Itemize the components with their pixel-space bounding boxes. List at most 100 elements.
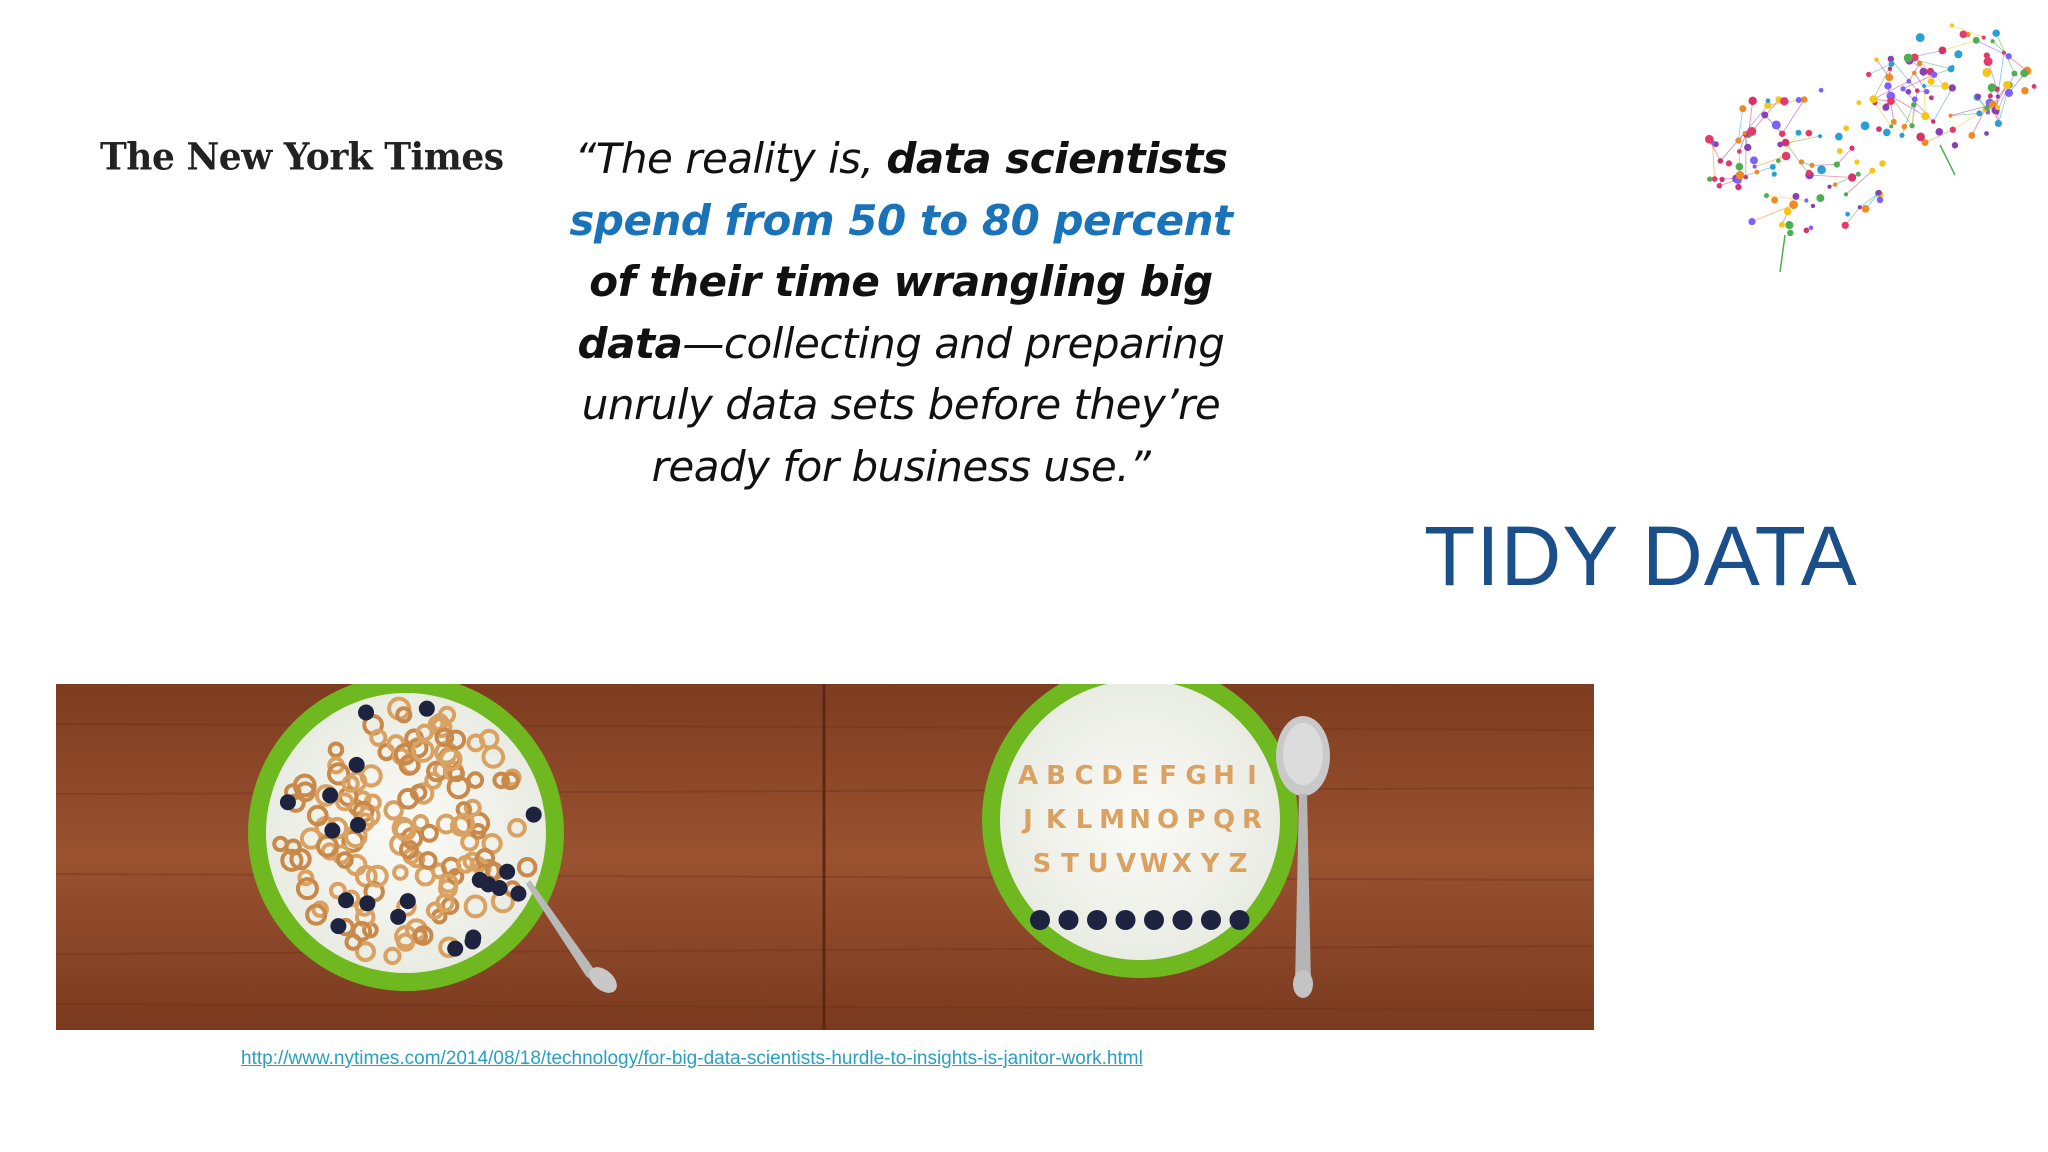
network-node: [1843, 125, 1850, 132]
cereal-piece: [418, 851, 438, 870]
cereal-piece: [445, 729, 467, 751]
network-node: [1780, 97, 1789, 106]
blueberry: [1172, 910, 1193, 930]
blueberry: [330, 918, 347, 935]
network-node: [1887, 55, 1895, 63]
cereal-piece: [516, 857, 538, 878]
network-node: [1776, 158, 1781, 163]
network-node: [1816, 194, 1825, 203]
network-node: [1968, 132, 1976, 139]
network-node: [1959, 30, 1968, 39]
network-node: [1954, 50, 1963, 59]
network-node: [2001, 50, 2006, 55]
network-node: [1941, 82, 1949, 90]
network-node: [1736, 149, 1742, 154]
network-link: [1971, 109, 1986, 136]
cereal-letter: Q: [1213, 805, 1235, 835]
network-link: [1950, 112, 1980, 117]
network-link: [1859, 192, 1879, 208]
cereal-piece: [419, 823, 439, 843]
network-node: [1849, 145, 1855, 151]
blueberry: [499, 863, 516, 880]
cereal-piece: [438, 873, 459, 894]
cereal-letter: H: [1213, 761, 1235, 791]
network-link: [1942, 39, 1977, 51]
network-node: [1781, 138, 1790, 147]
network-node: [1976, 110, 1983, 117]
network-node: [1827, 184, 1832, 189]
network-link: [1845, 170, 1873, 195]
cereal-piece: [412, 814, 430, 832]
network-node: [1739, 105, 1747, 113]
network-link: [1868, 63, 1892, 75]
network-node: [1704, 134, 1714, 144]
network-node: [1876, 196, 1884, 204]
blueberry: [1144, 910, 1164, 930]
network-node: [1735, 170, 1745, 180]
network-node: [1875, 189, 1882, 196]
blueberry: [390, 908, 407, 925]
network-node: [1923, 88, 1930, 95]
network-node: [1798, 159, 1805, 165]
network-link: [1913, 72, 1928, 92]
network-link: [1890, 58, 1918, 91]
network-node: [1845, 211, 1850, 217]
network-link: [1766, 195, 1807, 201]
network-node: [1771, 196, 1779, 204]
network-node: [1916, 132, 1925, 142]
network-link: [1992, 40, 2009, 57]
network-node: [1765, 98, 1771, 104]
network-node: [1950, 65, 1955, 70]
quote-bold-1: data scientists: [886, 134, 1228, 183]
network-link: [1751, 204, 1794, 222]
network-link: [1952, 107, 1988, 131]
cereal-letter: Z: [1229, 849, 1248, 879]
cereal-letter: W: [1140, 849, 1169, 879]
network-node: [1800, 96, 1808, 103]
cereal-letter: L: [1076, 805, 1093, 835]
network-node: [1707, 176, 1713, 182]
cereal-piece: [507, 818, 527, 838]
cereal-piece: [395, 706, 413, 724]
network-node: [1910, 53, 1919, 62]
network-node: [1882, 103, 1890, 111]
network-node: [1804, 198, 1809, 203]
network-link: [1754, 155, 1787, 168]
network-node: [1761, 111, 1769, 119]
cereal-letter: V: [1116, 849, 1136, 879]
network-node: [1995, 94, 2000, 99]
network-link: [1738, 108, 1744, 141]
network-node: [1764, 101, 1772, 109]
cereal-piece: [341, 774, 360, 793]
blueberry: [338, 892, 355, 909]
cereal-piece: [396, 932, 416, 952]
cereal-piece: [463, 798, 482, 817]
network-node: [1843, 192, 1849, 197]
network-node: [1742, 131, 1747, 136]
network-node: [1725, 160, 1733, 167]
network-node: [1778, 221, 1785, 228]
cereal-letter: D: [1101, 761, 1123, 791]
cereal-piece: [365, 864, 389, 888]
network-node: [1752, 164, 1757, 169]
cereal-piece: [446, 775, 471, 800]
blueberry: [322, 787, 339, 804]
network-node: [1995, 104, 2001, 111]
network-node: [1748, 96, 1757, 106]
network-link: [1811, 164, 1837, 166]
cereal-letter: P: [1186, 805, 1205, 835]
source-link[interactable]: http://www.nytimes.com/2014/08/18/techno…: [241, 1048, 1143, 1069]
network-node: [1922, 83, 1927, 89]
page-title: TIDY DATA: [1424, 509, 1858, 603]
network-node: [1983, 52, 1990, 59]
cereal-piece: [492, 771, 510, 790]
network-link: [1785, 142, 1810, 176]
blueberry: [480, 876, 497, 893]
network-node: [1874, 57, 1879, 63]
cereal-piece: [412, 925, 434, 946]
cereal-piece: [463, 894, 488, 919]
network-node: [1771, 120, 1781, 130]
cereal-piece: [344, 933, 362, 951]
network-node: [1735, 137, 1742, 144]
network-node: [1972, 36, 1980, 44]
